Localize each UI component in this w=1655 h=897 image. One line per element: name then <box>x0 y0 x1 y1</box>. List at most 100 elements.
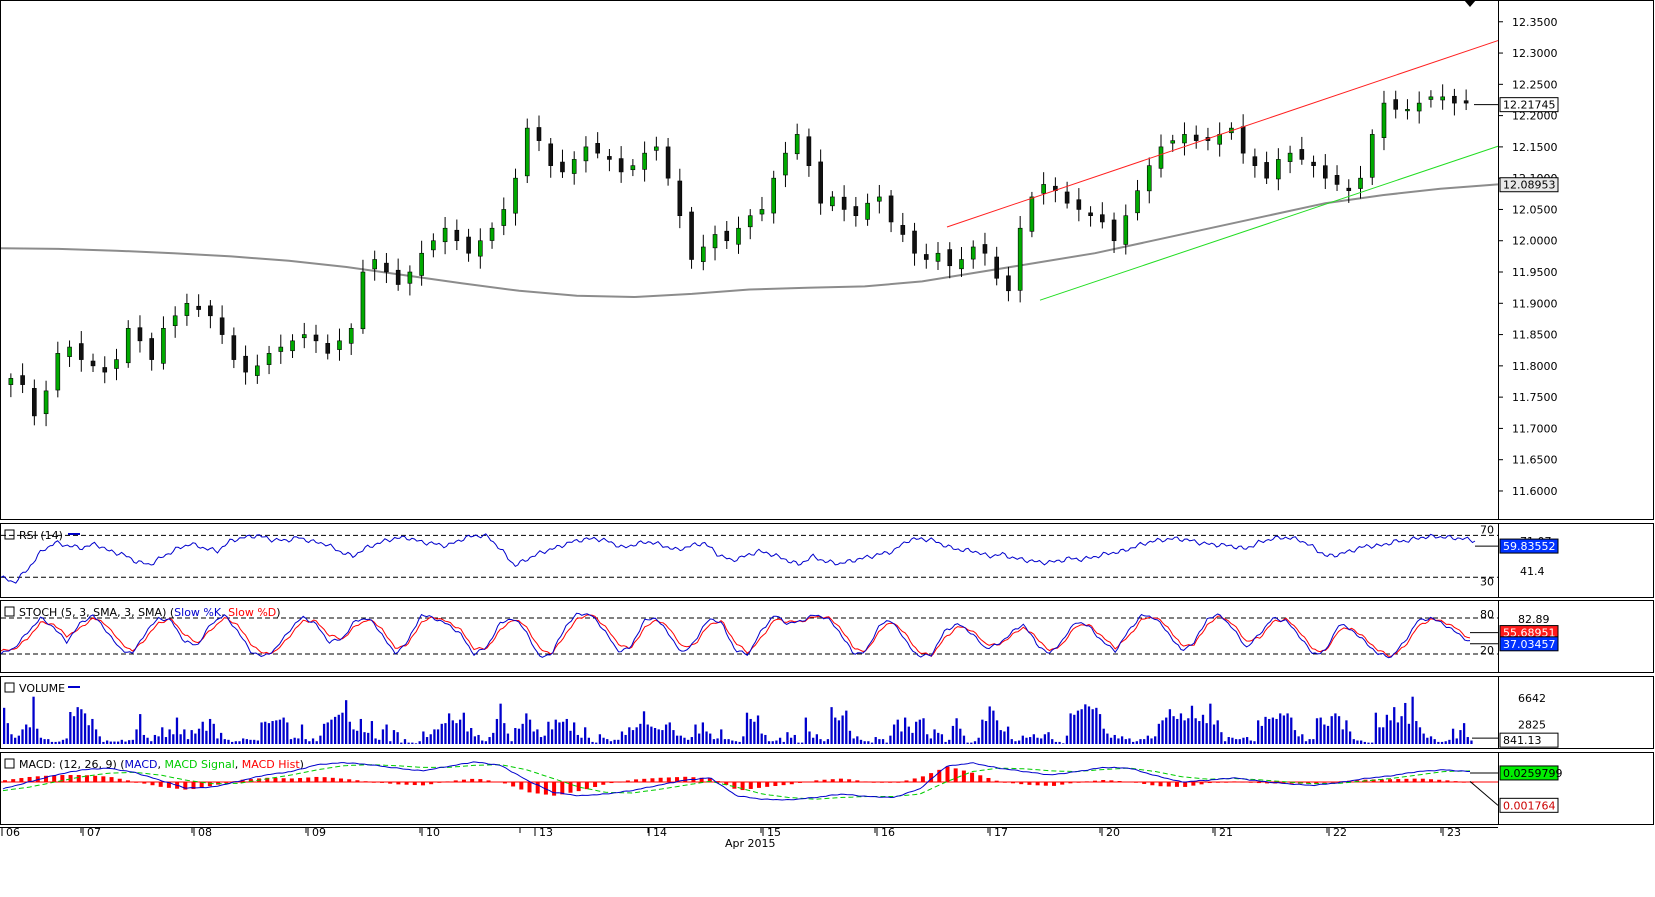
candle-down <box>1064 191 1070 204</box>
macd-frame <box>0 752 1654 825</box>
candle-up <box>736 227 741 245</box>
candle-down <box>548 143 554 166</box>
volume-bar <box>609 741 613 744</box>
candle-up <box>654 146 659 151</box>
candle-up <box>1276 159 1281 180</box>
candle-up <box>431 240 436 251</box>
macd-last-label-box <box>1499 765 1559 781</box>
volume-bar <box>1069 713 1072 744</box>
price-ytick-label: 11.8000 <box>1512 360 1558 373</box>
volume-bar <box>1076 710 1080 744</box>
volume-bar <box>436 729 440 744</box>
candle-down <box>313 334 319 342</box>
candle-down <box>243 355 248 373</box>
volume-bar <box>201 721 204 744</box>
macd-title-group: MACD: (12, 26, 9) (MACD, MACD Signal, MA… <box>19 758 304 771</box>
candle-down <box>853 206 859 217</box>
volume-bar <box>98 736 101 744</box>
volume-bar <box>1065 735 1069 744</box>
rsi-line <box>0 533 1476 584</box>
rsi-panel: RSI (14)703071.0741.459.83552 <box>0 523 1654 598</box>
volume-bar <box>1249 740 1252 744</box>
volume-bar <box>1268 718 1271 744</box>
macd-hist-bar <box>355 780 360 782</box>
volume-bar <box>536 729 539 744</box>
volume-bar <box>716 738 719 744</box>
volume-bar <box>65 738 68 744</box>
volume-bar <box>278 719 282 744</box>
volume-bar <box>462 712 465 744</box>
volume-bar <box>1117 738 1120 744</box>
volume-bar <box>1172 716 1175 744</box>
macd-hist-bar <box>125 780 130 782</box>
macd-hist-bar <box>1265 781 1270 784</box>
candle-down <box>1334 175 1340 185</box>
volume-bar <box>1308 739 1311 744</box>
candle-up <box>642 152 647 170</box>
macd-hist-bar <box>937 769 942 782</box>
volume-bar <box>1348 731 1352 744</box>
volume-bar <box>1146 735 1149 744</box>
macd-hist-bar <box>420 781 425 786</box>
volume-bar <box>451 720 454 744</box>
volume-bar <box>389 741 392 744</box>
volume-bar <box>124 741 127 744</box>
macd-hist-bar <box>1052 781 1057 786</box>
macd-hist-bar <box>593 781 598 787</box>
volume-bar <box>205 730 208 744</box>
volume-frame <box>0 676 1654 749</box>
volume-bar <box>1444 741 1447 744</box>
volume-bar <box>951 725 955 744</box>
rsi-last-label: 59.83552 <box>1503 540 1556 553</box>
volume-bar <box>1470 740 1473 744</box>
stoch-max-label: 82.89 <box>1518 613 1550 626</box>
volume-bar <box>1223 741 1227 744</box>
macd-hist-bar <box>199 781 204 788</box>
candle-down <box>32 388 37 417</box>
volume-bar <box>797 742 800 744</box>
volume-title: VOLUME <box>19 682 65 695</box>
volume-bar <box>573 722 576 744</box>
volume-bar <box>488 737 491 744</box>
candle-down <box>102 367 108 373</box>
candle-down <box>208 305 213 317</box>
rsi-level-label: 30 <box>1480 575 1494 588</box>
macd-hist-bar <box>1142 781 1147 784</box>
candle-up <box>865 202 870 220</box>
volume-bar <box>25 724 28 744</box>
macd-hist-bar <box>683 776 688 782</box>
volume-bar <box>1098 714 1102 744</box>
macd-hist-bar <box>470 778 475 782</box>
macd-hist-bar <box>740 781 745 791</box>
volume-bar <box>837 720 841 744</box>
candle-up <box>970 246 976 260</box>
macd-hist-bar <box>699 777 704 782</box>
volume-bar <box>94 729 98 744</box>
stoch-title-group: STOCH (5, 3, SMA, 3, SMA) (Slow %K, Slow… <box>19 606 281 619</box>
volume-bar <box>326 722 329 744</box>
candle-down <box>231 335 237 360</box>
candle-up <box>55 353 61 391</box>
macd-hist-bar <box>756 781 761 788</box>
volume-bar <box>793 734 796 744</box>
xaxis-label: 16 <box>881 826 895 839</box>
macd-hist-bar <box>265 777 270 782</box>
macd-hist-bar <box>289 778 294 782</box>
volume-bar <box>139 714 142 744</box>
scroll-marker-icon <box>1464 0 1476 7</box>
stoch-level-label: 80 <box>1480 608 1494 621</box>
volume-bar <box>392 730 396 744</box>
volume-bar <box>606 739 609 744</box>
macd-hist-bar <box>601 781 606 785</box>
volume-bar <box>1194 718 1197 744</box>
volume-bar <box>1231 737 1234 744</box>
volume-bar <box>933 729 936 744</box>
macd-hist-bar <box>970 772 975 782</box>
volume-bar <box>1139 739 1142 744</box>
candle-down <box>923 254 929 260</box>
candle-up <box>372 259 377 270</box>
candle-up <box>794 134 800 155</box>
volume-bar <box>1260 725 1263 744</box>
macd-hist-bar <box>1289 781 1294 784</box>
candle-down <box>1463 100 1469 104</box>
